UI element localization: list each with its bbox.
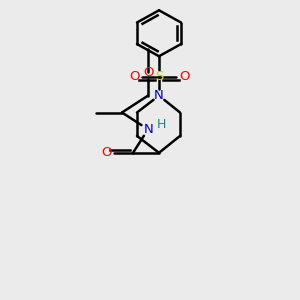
Text: O: O (101, 146, 111, 159)
Text: S: S (155, 70, 163, 83)
Text: N: N (154, 89, 164, 102)
Text: O: O (143, 66, 153, 79)
Text: H: H (156, 118, 166, 131)
Text: N: N (144, 123, 154, 136)
Text: O: O (129, 70, 139, 83)
Text: O: O (179, 70, 189, 83)
